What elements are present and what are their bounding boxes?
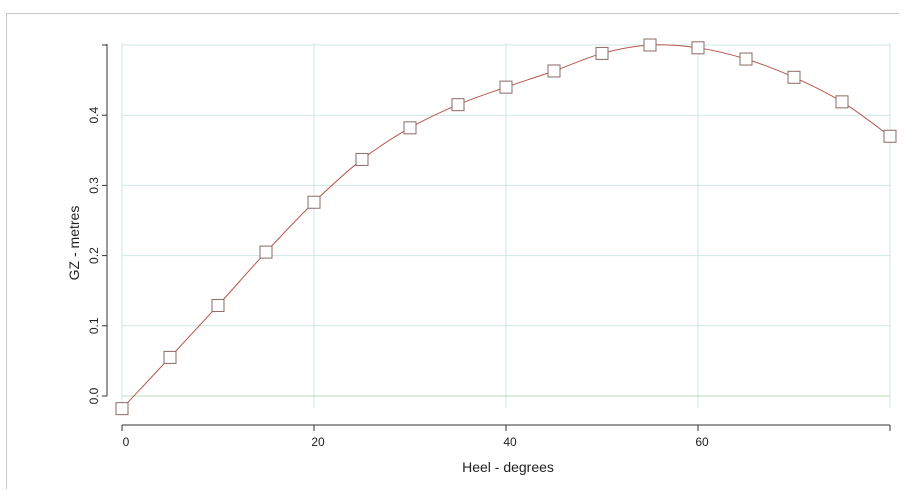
data-point-marker bbox=[836, 96, 848, 108]
data-point-marker bbox=[308, 196, 320, 208]
data-point-marker bbox=[740, 53, 752, 65]
data-point-marker bbox=[356, 153, 368, 165]
y-axis-title: GZ - metres bbox=[66, 206, 82, 281]
data-point-marker bbox=[788, 71, 800, 83]
grid-lines bbox=[122, 43, 890, 408]
data-point-marker bbox=[500, 81, 512, 93]
data-point-marker bbox=[692, 42, 704, 54]
data-point-marker bbox=[404, 122, 416, 134]
data-point-marker bbox=[548, 65, 560, 77]
x-tick-label: 0 bbox=[123, 435, 130, 449]
x-tick-label: 20 bbox=[311, 435, 325, 449]
data-point-marker bbox=[164, 351, 176, 363]
x-axis-title: Heel - degrees bbox=[462, 459, 554, 475]
axes bbox=[102, 44, 890, 431]
data-point-marker bbox=[116, 403, 128, 415]
y-tick-label: 0.2 bbox=[87, 247, 101, 264]
data-point-marker bbox=[596, 47, 608, 59]
y-tick-label: 0.4 bbox=[87, 107, 101, 124]
x-tick-label: 60 bbox=[695, 435, 709, 449]
tick-labels: 0 20 40 60 0.0 0.1 0.2 0.3 0.4 bbox=[87, 107, 709, 449]
data-point-marker bbox=[212, 299, 224, 311]
data-point-marker bbox=[644, 39, 656, 51]
data-point-marker bbox=[260, 246, 272, 258]
y-tick-label: 0.1 bbox=[87, 317, 101, 334]
data-point-marker bbox=[884, 130, 896, 142]
x-tick-label: 40 bbox=[503, 435, 517, 449]
data-point-marker bbox=[452, 99, 464, 111]
y-tick-label: 0.3 bbox=[87, 177, 101, 194]
y-tick-label: 0.0 bbox=[87, 387, 101, 404]
